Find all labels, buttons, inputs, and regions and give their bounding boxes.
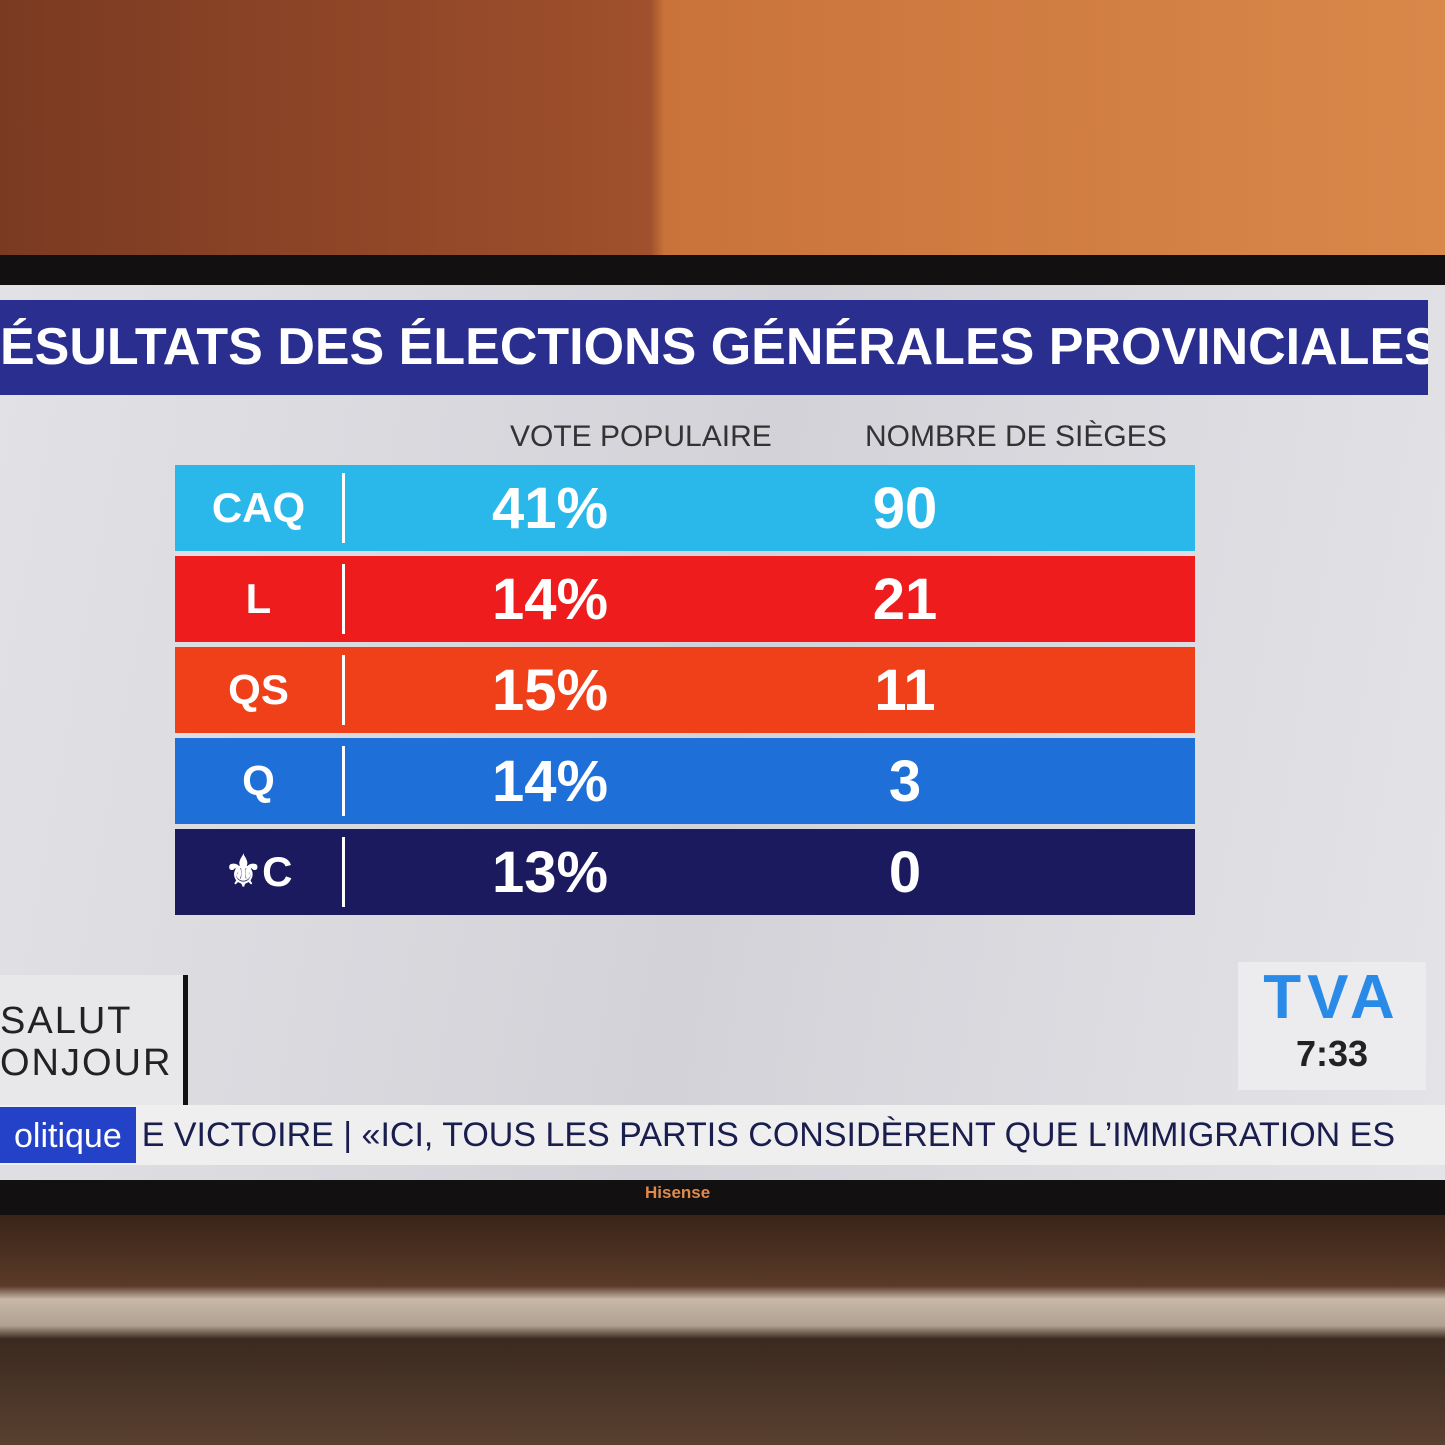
show-name-line1: SALUT [0, 1000, 133, 1042]
background-furniture [0, 1180, 1445, 1445]
tv-brand-logo: Hisense [645, 1183, 711, 1202]
table-row: ⚜C 13% 0 [175, 829, 1195, 915]
table-row: CAQ 41% 90 [175, 465, 1195, 551]
vote-cell: 14% [491, 566, 609, 632]
vote-cell: 41% [491, 475, 609, 541]
column-header-vote: VOTE POPULAIRE [510, 420, 772, 453]
party-logo: CAQ [175, 473, 345, 543]
news-ticker: olitique E VICTOIRE | «ICI, TOUS LES PAR… [0, 1105, 1445, 1165]
party-logo: Q [175, 746, 345, 816]
clock: 7:33 [1295, 1033, 1369, 1074]
seats-cell: 3 [888, 748, 922, 814]
ticker-text: E VICTOIRE | «ICI, TOUS LES PARTIS CONSI… [141, 1115, 1396, 1154]
column-header-seats: NOMBRE DE SIÈGES [865, 420, 1167, 453]
vote-cell: 14% [491, 748, 609, 814]
show-logo: SALUT ONJOUR [0, 975, 188, 1110]
ticker-category: olitique [0, 1107, 136, 1163]
seats-cell: 11 [874, 657, 936, 723]
table-row: L 14% 21 [175, 556, 1195, 642]
tva-logo: TVA [1263, 963, 1401, 1032]
party-logo: ⚜C [175, 837, 345, 907]
table-row: QS 15% 11 [175, 647, 1195, 733]
vote-cell: 13% [491, 839, 609, 905]
table-row: Q 14% 3 [175, 738, 1195, 824]
vote-cell: 15% [491, 657, 609, 723]
page-title: ÉSULTATS DES ÉLECTIONS GÉNÉRALES PROVINC… [0, 300, 1428, 395]
party-logo: L [175, 564, 345, 634]
seats-cell: 90 [872, 475, 938, 541]
seats-cell: 21 [872, 566, 938, 632]
channel-logo-box: TVA 7:33 [1238, 962, 1426, 1090]
party-logo: QS [175, 655, 345, 725]
seats-cell: 0 [888, 839, 922, 905]
tv-screen: ÉSULTATS DES ÉLECTIONS GÉNÉRALES PROVINC… [0, 285, 1445, 1180]
show-name-line2: ONJOUR [0, 1042, 173, 1084]
